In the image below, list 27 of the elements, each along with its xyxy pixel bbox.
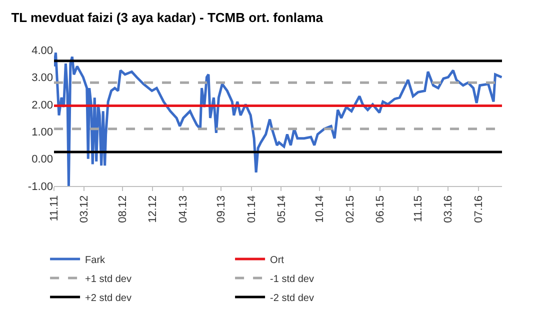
legend-label: -1 std dev (270, 274, 314, 285)
x-tick-label: 06.15 (374, 195, 386, 223)
legend-label: +2 std dev (85, 292, 132, 304)
x-tick-label: 02.15 (344, 195, 357, 223)
legend-label: Ort (270, 254, 284, 266)
x-tick-label: 12.12 (147, 195, 160, 223)
y-tick-label: 2.00 (32, 99, 53, 112)
x-tick-label: 09.13 (216, 195, 228, 223)
y-tick-label: 3.00 (32, 72, 53, 84)
x-tick-label: 05.14 (276, 195, 288, 223)
x-tick-label: 10.14 (314, 195, 326, 223)
x-tick-label: 01.14 (246, 195, 258, 223)
y-tick-label: -1.00 (28, 180, 53, 193)
x-tick-label: 03.16 (442, 195, 455, 223)
legend-label: -2 std dev (270, 292, 314, 304)
x-tick-label: 11.15 (412, 195, 425, 222)
x-tick-label: 08.12 (116, 195, 129, 223)
legend-label: Fark (85, 254, 106, 266)
x-tick-label: 11.11 (48, 195, 61, 222)
y-tick-label: 1.00 (32, 126, 53, 138)
y-tick-label: 0.00 (32, 154, 53, 166)
x-tick-label: 04.13 (177, 195, 190, 223)
x-tick-label: 07.16 (473, 195, 486, 223)
y-tick-label: 4.00 (32, 44, 53, 57)
x-tick-label: 03.12 (78, 195, 91, 223)
legend-label: +1 std dev (85, 274, 132, 285)
chart-title: TL mevduat faizi (3 aya kadar) - TCMB ort. fonlama (11, 10, 324, 25)
